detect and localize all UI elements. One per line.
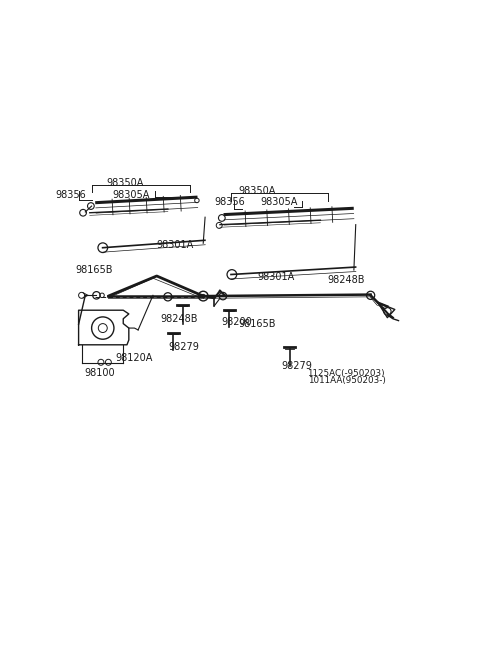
Text: 98350A: 98350A bbox=[239, 186, 276, 196]
Circle shape bbox=[198, 291, 208, 301]
Text: 98356: 98356 bbox=[214, 197, 245, 208]
Text: 98165B: 98165B bbox=[75, 265, 112, 275]
Circle shape bbox=[202, 294, 205, 298]
Text: 98350A: 98350A bbox=[107, 178, 144, 188]
Text: 98279: 98279 bbox=[168, 342, 199, 351]
Text: 98279: 98279 bbox=[281, 361, 312, 371]
Text: 98165B: 98165B bbox=[239, 319, 276, 329]
Text: 1011AA(950203-): 1011AA(950203-) bbox=[309, 376, 386, 386]
Text: 98301A: 98301A bbox=[257, 272, 294, 282]
Text: 98120A: 98120A bbox=[116, 353, 153, 363]
Text: 98356: 98356 bbox=[56, 190, 86, 200]
Text: 98301A: 98301A bbox=[156, 240, 194, 250]
Text: 98100: 98100 bbox=[84, 368, 115, 378]
Text: 1125AC(-950203): 1125AC(-950203) bbox=[307, 369, 385, 378]
Text: 98305A: 98305A bbox=[112, 190, 149, 200]
Text: 98305A: 98305A bbox=[261, 197, 298, 208]
Text: 98248B: 98248B bbox=[160, 314, 198, 324]
Text: 98248B: 98248B bbox=[328, 275, 365, 285]
Circle shape bbox=[219, 292, 227, 300]
Text: 98200: 98200 bbox=[222, 317, 252, 327]
